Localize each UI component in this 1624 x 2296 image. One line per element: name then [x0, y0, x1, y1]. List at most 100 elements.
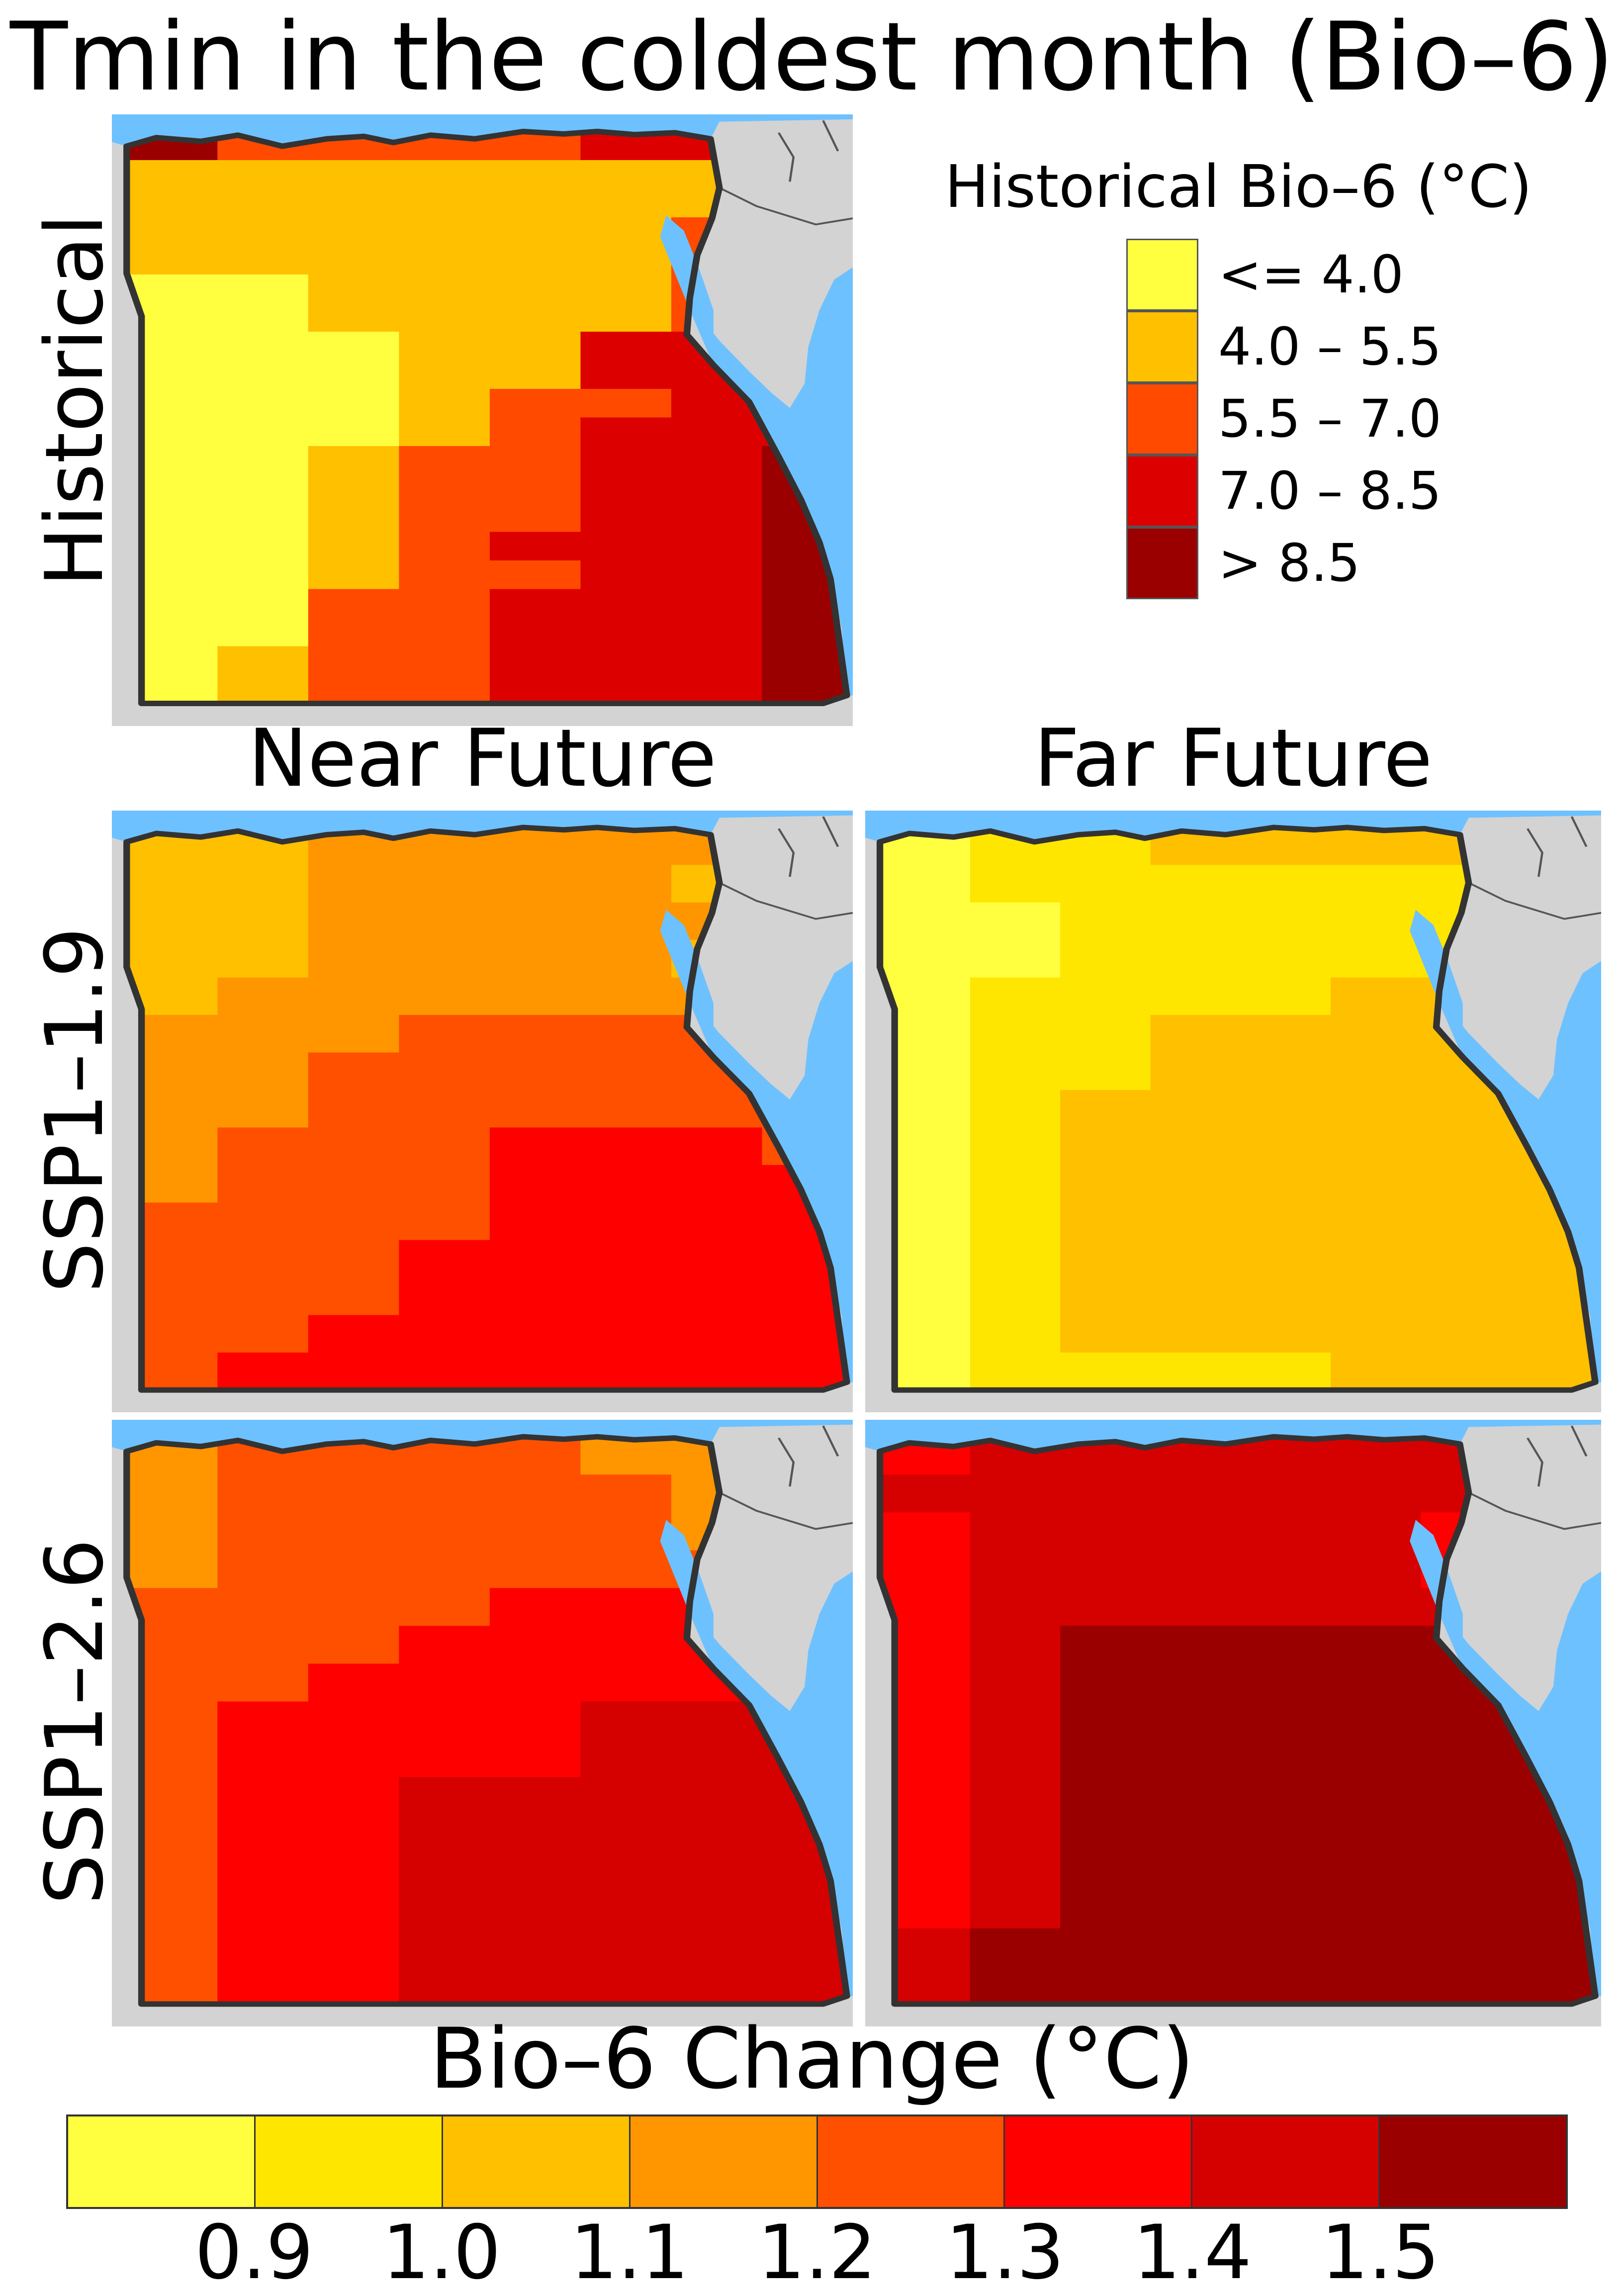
- grid-cell: [1150, 1777, 1241, 1816]
- grid-cell: [580, 1015, 672, 1053]
- grid-cell: [970, 1588, 1061, 1627]
- grid-cell: [399, 1852, 490, 1891]
- grid-cell: [489, 827, 581, 866]
- grid-cell: [1060, 902, 1151, 940]
- grid-cell: [308, 589, 400, 618]
- country-boundary: [822, 816, 839, 847]
- grid-cell: [580, 274, 672, 304]
- grid-cell: [580, 827, 672, 866]
- grid-cell: [1060, 1663, 1151, 1702]
- grid-cell: [1150, 1090, 1241, 1128]
- map-historical: [112, 114, 853, 726]
- grid-cell: [217, 1966, 309, 2004]
- grid-cell: [399, 303, 490, 332]
- grid-cell: [1331, 1474, 1422, 1513]
- grid-cell: [308, 1815, 400, 1853]
- grid-cell: [217, 1015, 309, 1053]
- red-sea: [705, 267, 853, 696]
- grid-cell: [308, 1315, 400, 1353]
- grid-cell: [308, 160, 400, 189]
- country-boundary: [778, 1437, 795, 1487]
- grid-cell: [489, 589, 581, 618]
- grid-cell: [1150, 1202, 1241, 1241]
- grid-cell: [580, 1512, 672, 1551]
- grid-cell: [1240, 1777, 1331, 1816]
- grid-cell: [217, 1165, 309, 1203]
- colorbar-tick-7: 1.5: [1321, 2209, 1440, 2296]
- grid-cell: [308, 1701, 400, 1740]
- grid-cell: [489, 274, 581, 304]
- country-boundary: [719, 187, 853, 226]
- grid-cell: [308, 360, 400, 389]
- grid-cell: [126, 160, 218, 189]
- grid-cell: [580, 360, 672, 389]
- grid-cell: [970, 1890, 1061, 1929]
- grid-cell: [671, 417, 763, 447]
- grid-cell: [399, 1739, 490, 1778]
- grid-cell: [489, 646, 581, 675]
- grid-cell: [970, 1739, 1061, 1778]
- grid-cell: [1421, 1165, 1512, 1203]
- grid-cell: [399, 246, 490, 275]
- grid-cell: [217, 303, 309, 332]
- grid-cell: [580, 865, 672, 903]
- map-svg-ssp126-near: [112, 1420, 853, 2026]
- country-boundary: [778, 828, 795, 877]
- grid-cell: [489, 674, 581, 704]
- red-sea: [1454, 1571, 1601, 1996]
- grid-cell: [580, 1777, 672, 1816]
- red-sea: [705, 961, 853, 1382]
- grid-cell: [762, 646, 847, 675]
- grid-cell: [1060, 1240, 1151, 1278]
- grid-cell: [970, 1815, 1061, 1853]
- grid-cell: [1421, 1315, 1512, 1353]
- grid-cell: [399, 388, 490, 418]
- grid-cell: [399, 646, 490, 675]
- grid-cell: [1331, 1966, 1422, 2004]
- grid-cell: [671, 589, 763, 618]
- grid-cell: [1150, 1928, 1241, 1967]
- grid-cell: [399, 1474, 490, 1513]
- grid-cell: [399, 1315, 490, 1353]
- grid-cell: [1331, 1015, 1422, 1053]
- grid-cell: [399, 560, 490, 590]
- grid-cell: [489, 1165, 581, 1203]
- grid-cell: [671, 532, 763, 561]
- grid-cell: [1240, 1588, 1331, 1627]
- grid-cell: [671, 1966, 763, 2004]
- grid-cell: [1060, 1277, 1151, 1316]
- grid-cell: [1150, 1315, 1241, 1353]
- grid-cell: [580, 1701, 672, 1740]
- grid-cell: [399, 1052, 490, 1091]
- figure-title: Tmin in the coldest month (Bio–6): [9, 2, 1614, 112]
- grid-cell: [1331, 1550, 1422, 1589]
- grid-cell: [308, 1966, 400, 2004]
- grid-cell: [671, 1202, 763, 1241]
- grid-cell: [308, 1663, 400, 1702]
- map-svg-historical: [112, 114, 853, 726]
- grid-cell: [671, 1890, 763, 1929]
- grid-cell: [489, 532, 581, 561]
- grid-cell: [217, 1474, 309, 1513]
- grid-cell: [217, 1052, 309, 1091]
- grid-cell: [489, 902, 581, 940]
- grid-cell: [880, 1550, 971, 1589]
- grid-cell: [1060, 1588, 1151, 1627]
- grid-cell: [399, 1815, 490, 1853]
- egypt-border: [123, 1434, 850, 2007]
- grid-cell: [489, 388, 581, 418]
- grid-cell: [970, 1852, 1061, 1891]
- grid-cell: [580, 532, 672, 561]
- grid-cell: [880, 1512, 971, 1551]
- grid-cell: [489, 1474, 581, 1513]
- grid-cell: [1240, 1815, 1331, 1853]
- grid-cell: [217, 331, 309, 361]
- grid-cell: [126, 217, 218, 247]
- grid-cell: [1331, 1437, 1422, 1475]
- grid-cell: [399, 1701, 490, 1740]
- grid-cell: [489, 1315, 581, 1353]
- grid-cell: [489, 1928, 581, 1967]
- grid-cell: [1240, 1437, 1331, 1475]
- grid-cell: [580, 1966, 672, 2004]
- grid-cell: [217, 589, 309, 618]
